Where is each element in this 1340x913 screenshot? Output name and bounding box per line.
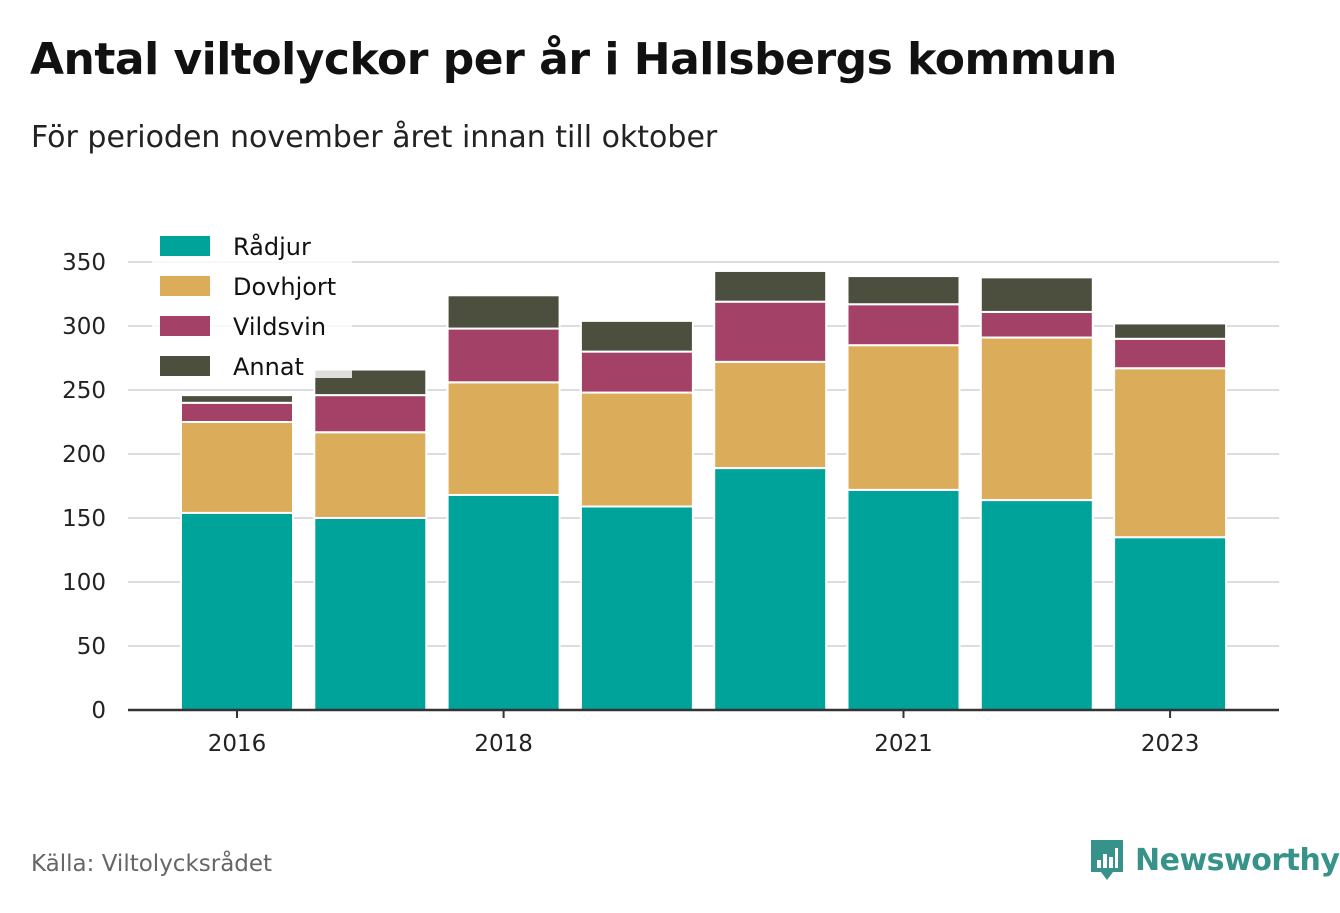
legend-label: Vildsvin — [233, 313, 326, 341]
legend-label: Dovhjort — [233, 273, 336, 301]
bar-segment — [1113, 337, 1228, 370]
legend: Rådjur Dovhjort Vildsvin Annat — [152, 228, 352, 381]
bar-segment — [180, 401, 294, 423]
bar-segment — [846, 303, 961, 347]
y-tick-label: 200 — [62, 442, 106, 468]
chart-subtitle: För perioden november året innan till ok… — [31, 120, 718, 155]
y-tick-label: 300 — [62, 314, 106, 340]
y-tick-label: 0 — [91, 698, 106, 724]
y-tick-label: 350 — [62, 250, 106, 276]
bar-segment — [180, 511, 294, 711]
x-axis: 2016 2018 2021 2023 — [128, 708, 1279, 757]
bar-segment — [713, 269, 828, 303]
bars — [180, 269, 1228, 712]
bar-segment — [979, 499, 1094, 711]
source-note: Källa: Viltolycksrådet — [31, 851, 273, 877]
bar-segment — [979, 310, 1094, 339]
bar-segment — [579, 350, 694, 394]
bar-segment — [180, 394, 294, 404]
bar-segment — [1113, 322, 1228, 340]
x-tick-label: 2016 — [208, 731, 267, 757]
y-tick-label: 150 — [62, 506, 106, 532]
bar-segment — [979, 336, 1094, 502]
bar-segment — [446, 493, 561, 711]
x-tick-label: 2021 — [874, 731, 933, 757]
bar-segment — [313, 517, 428, 711]
bar-segment — [1113, 367, 1228, 539]
bar-segment — [1113, 536, 1228, 712]
bar-segment — [446, 327, 561, 384]
bar-segment — [713, 360, 828, 470]
y-tick-label: 250 — [62, 378, 106, 404]
bar-segment — [713, 300, 828, 363]
bar-segment — [579, 391, 694, 508]
chart-title: Antal viltolyckor per år i Hallsbergs ko… — [30, 34, 1117, 85]
bar-segment — [846, 275, 961, 306]
bar-segment — [446, 294, 561, 330]
y-axis-ticks: 0 50 100 150 200 250 300 350 — [62, 250, 106, 724]
brand-name: Newsworthy — [1135, 842, 1340, 878]
y-tick-label: 100 — [62, 570, 106, 596]
bar-segment — [713, 467, 828, 711]
x-tick-label: 2023 — [1141, 731, 1200, 757]
x-tick-label: 2018 — [474, 731, 533, 757]
brand-logo: Newsworthy — [1089, 838, 1340, 882]
newsworthy-logo-icon — [1091, 840, 1123, 880]
y-tick-label: 50 — [77, 634, 106, 660]
bar-segment — [313, 394, 428, 434]
bar-segment — [979, 276, 1094, 313]
legend-swatch — [160, 276, 210, 296]
legend-swatch — [160, 316, 210, 336]
bar-segment — [846, 488, 961, 711]
legend-swatch — [160, 356, 210, 376]
bar-segment — [180, 421, 294, 514]
bar-segment — [313, 431, 428, 519]
legend-swatch — [160, 236, 210, 256]
bar-segment — [846, 344, 961, 491]
bar-segment — [579, 319, 694, 353]
legend-label: Annat — [233, 353, 304, 381]
legend-label: Rådjur — [233, 232, 311, 261]
bar-segment — [446, 381, 561, 496]
bar-segment — [579, 505, 694, 712]
